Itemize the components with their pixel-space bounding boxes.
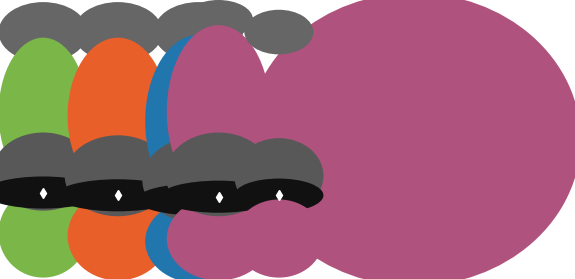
- Ellipse shape: [145, 35, 251, 208]
- Ellipse shape: [56, 179, 179, 211]
- Ellipse shape: [0, 176, 102, 209]
- Ellipse shape: [64, 135, 171, 216]
- Ellipse shape: [167, 197, 270, 279]
- Ellipse shape: [68, 38, 168, 194]
- Ellipse shape: [0, 38, 87, 188]
- Ellipse shape: [235, 199, 323, 278]
- Ellipse shape: [145, 199, 251, 279]
- Ellipse shape: [0, 133, 93, 211]
- Ellipse shape: [244, 10, 313, 54]
- Ellipse shape: [235, 138, 323, 213]
- Ellipse shape: [136, 184, 260, 216]
- Ellipse shape: [68, 191, 168, 279]
- Ellipse shape: [154, 2, 243, 62]
- Ellipse shape: [160, 181, 278, 213]
- Ellipse shape: [166, 133, 272, 216]
- Ellipse shape: [0, 188, 87, 278]
- Ellipse shape: [184, 0, 253, 39]
- Ellipse shape: [0, 2, 87, 62]
- Ellipse shape: [235, 179, 323, 212]
- Ellipse shape: [142, 137, 254, 223]
- Ellipse shape: [247, 0, 575, 279]
- Ellipse shape: [74, 2, 163, 62]
- Ellipse shape: [167, 25, 270, 198]
